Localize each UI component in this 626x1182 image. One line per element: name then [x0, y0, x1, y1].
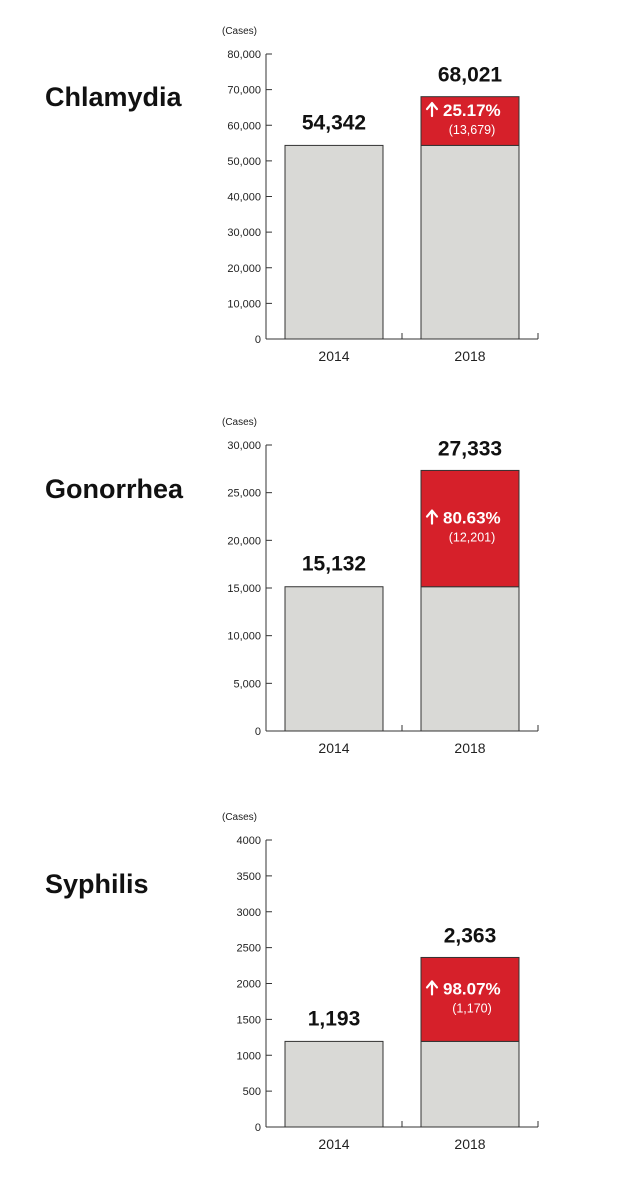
y-tick-label: 0 [255, 726, 261, 738]
y-tick-label: 3000 [237, 907, 261, 919]
y-tick-label: 30,000 [227, 227, 261, 239]
y-tick-label: 2000 [237, 979, 261, 991]
disease-title: Syphilis [45, 869, 149, 899]
value-label-2014: 54,342 [302, 111, 366, 134]
value-label-2018: 2,363 [444, 924, 497, 947]
y-tick-label: 60,000 [227, 120, 261, 132]
increase-annotation: 80.63% (12,201) [425, 509, 501, 545]
y-tick-label: 1000 [237, 1050, 261, 1062]
increase-percent: 80.63% [443, 509, 501, 528]
y-tick-label: 5,000 [233, 678, 261, 690]
disease-title: Gonorrhea [45, 474, 184, 504]
x-tick-label: 2014 [318, 740, 349, 756]
x-tick-label: 2018 [454, 1136, 485, 1152]
bar-2014 [284, 1040, 384, 1128]
increase-count: (13,679) [449, 123, 496, 137]
increase-percent: 98.07% [443, 979, 501, 998]
bar-2014 [284, 144, 384, 340]
x-tick-label: 2014 [318, 348, 349, 364]
y-tick-label: 2500 [237, 943, 261, 955]
y-tick-label: 4000 [237, 835, 261, 847]
increase-percent: 25.17% [443, 101, 501, 120]
y-tick-label: 1500 [237, 1014, 261, 1026]
up-arrow-icon [425, 509, 439, 525]
bar-2014 [284, 586, 384, 732]
y-tick-label: 500 [243, 1086, 261, 1098]
disease-title: Chlamydia [45, 82, 183, 112]
x-tick-label: 2014 [318, 1136, 349, 1152]
unit-label: (Cases) [222, 812, 257, 823]
chart-gonorrhea: Gonorrhea (Cases) 0 5,000 10,000 15,000 20,000… [45, 417, 539, 756]
y-tick-label: 10,000 [227, 631, 261, 643]
up-arrow-icon [425, 101, 439, 118]
x-tick-label: 2018 [454, 740, 485, 756]
bar-2018-increase [420, 956, 520, 1042]
bar-2018-base [420, 1040, 520, 1128]
bar-2018-base [420, 144, 520, 340]
value-label-2018: 68,021 [438, 64, 503, 87]
bar-2018-increase [420, 469, 520, 588]
y-tick-label: 20,000 [227, 535, 261, 547]
up-arrow-icon [425, 980, 439, 996]
increase-count: (1,170) [452, 1001, 492, 1015]
increase-annotation: 25.17% (13,679) [425, 101, 501, 137]
increase-annotation: 98.07% (1,170) [425, 979, 501, 1015]
unit-label: (Cases) [222, 417, 257, 428]
x-tick-label: 2018 [454, 348, 485, 364]
y-tick-label: 70,000 [227, 85, 261, 97]
y-tick-label: 3500 [237, 871, 261, 883]
y-tick-label: 30,000 [227, 440, 261, 452]
bar-2018-base [420, 586, 520, 732]
y-tick-label: 0 [255, 334, 261, 346]
y-tick-label: 25,000 [227, 488, 261, 500]
y-tick-label: 0 [255, 1122, 261, 1134]
y-tick-label: 40,000 [227, 192, 261, 204]
value-label-2014: 15,132 [302, 553, 366, 576]
unit-label: (Cases) [222, 26, 257, 37]
bar-2018-increase [420, 96, 520, 146]
y-tick-label: 50,000 [227, 156, 261, 168]
chart-chlamydia: Chlamydia (Cases) 0 10,000 20,000 30,000 40,00… [45, 26, 539, 364]
value-label-2014: 1,193 [308, 1007, 361, 1030]
value-label-2018: 27,333 [438, 437, 502, 460]
y-tick-label: 10,000 [227, 298, 261, 310]
y-tick-label: 80,000 [227, 49, 261, 61]
y-tick-label: 15,000 [227, 583, 261, 595]
y-tick-label: 20,000 [227, 263, 261, 275]
chart-syphilis: Syphilis (Cases) 0 500 1000 1500 2000 2500 3000 3… [45, 812, 539, 1152]
increase-count: (12,201) [449, 531, 496, 545]
